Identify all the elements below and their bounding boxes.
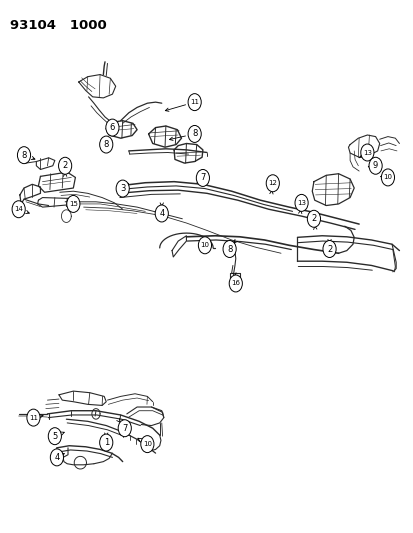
- Text: 2: 2: [62, 161, 68, 170]
- Text: 4: 4: [159, 209, 164, 218]
- Circle shape: [196, 169, 209, 187]
- Text: 1: 1: [103, 438, 109, 447]
- Circle shape: [266, 175, 279, 192]
- Text: 4: 4: [54, 453, 59, 462]
- Text: 12: 12: [268, 180, 277, 186]
- Text: 93104   1000: 93104 1000: [10, 19, 107, 32]
- Circle shape: [306, 211, 320, 227]
- Text: 10: 10: [382, 174, 392, 181]
- Text: 15: 15: [69, 201, 78, 207]
- Circle shape: [198, 237, 211, 254]
- Text: 8: 8: [226, 245, 232, 254]
- Circle shape: [66, 196, 80, 213]
- Circle shape: [48, 427, 61, 445]
- Text: 16: 16: [231, 280, 240, 286]
- Circle shape: [17, 147, 31, 164]
- Circle shape: [100, 136, 113, 153]
- Circle shape: [380, 169, 394, 186]
- Text: 9: 9: [372, 161, 377, 170]
- Circle shape: [223, 240, 236, 257]
- Circle shape: [140, 435, 154, 453]
- Circle shape: [58, 157, 71, 174]
- Circle shape: [188, 125, 201, 142]
- Text: 7: 7: [122, 424, 127, 433]
- Circle shape: [50, 449, 63, 466]
- Text: 13: 13: [362, 149, 371, 156]
- Text: 11: 11: [29, 415, 38, 421]
- Circle shape: [118, 419, 131, 437]
- Text: 10: 10: [142, 441, 152, 447]
- Text: 13: 13: [297, 200, 305, 206]
- Text: 8: 8: [192, 130, 197, 139]
- Text: 6: 6: [109, 123, 115, 132]
- Circle shape: [106, 119, 119, 136]
- Text: 3: 3: [120, 184, 125, 193]
- Text: 2: 2: [311, 214, 316, 223]
- Text: 11: 11: [190, 99, 199, 105]
- Circle shape: [360, 144, 373, 161]
- Text: 7: 7: [200, 173, 205, 182]
- Text: 8: 8: [103, 140, 109, 149]
- Text: 5: 5: [52, 432, 57, 441]
- Circle shape: [229, 275, 242, 292]
- Text: 2: 2: [326, 245, 331, 254]
- Text: 8: 8: [21, 151, 26, 160]
- Circle shape: [100, 434, 113, 451]
- Circle shape: [294, 195, 307, 212]
- Circle shape: [12, 201, 25, 217]
- Circle shape: [188, 94, 201, 111]
- Circle shape: [155, 205, 168, 222]
- Text: 10: 10: [200, 243, 209, 248]
- Circle shape: [27, 409, 40, 426]
- Text: 14: 14: [14, 206, 23, 212]
- Circle shape: [116, 180, 129, 197]
- Circle shape: [368, 157, 381, 174]
- Circle shape: [322, 240, 335, 257]
